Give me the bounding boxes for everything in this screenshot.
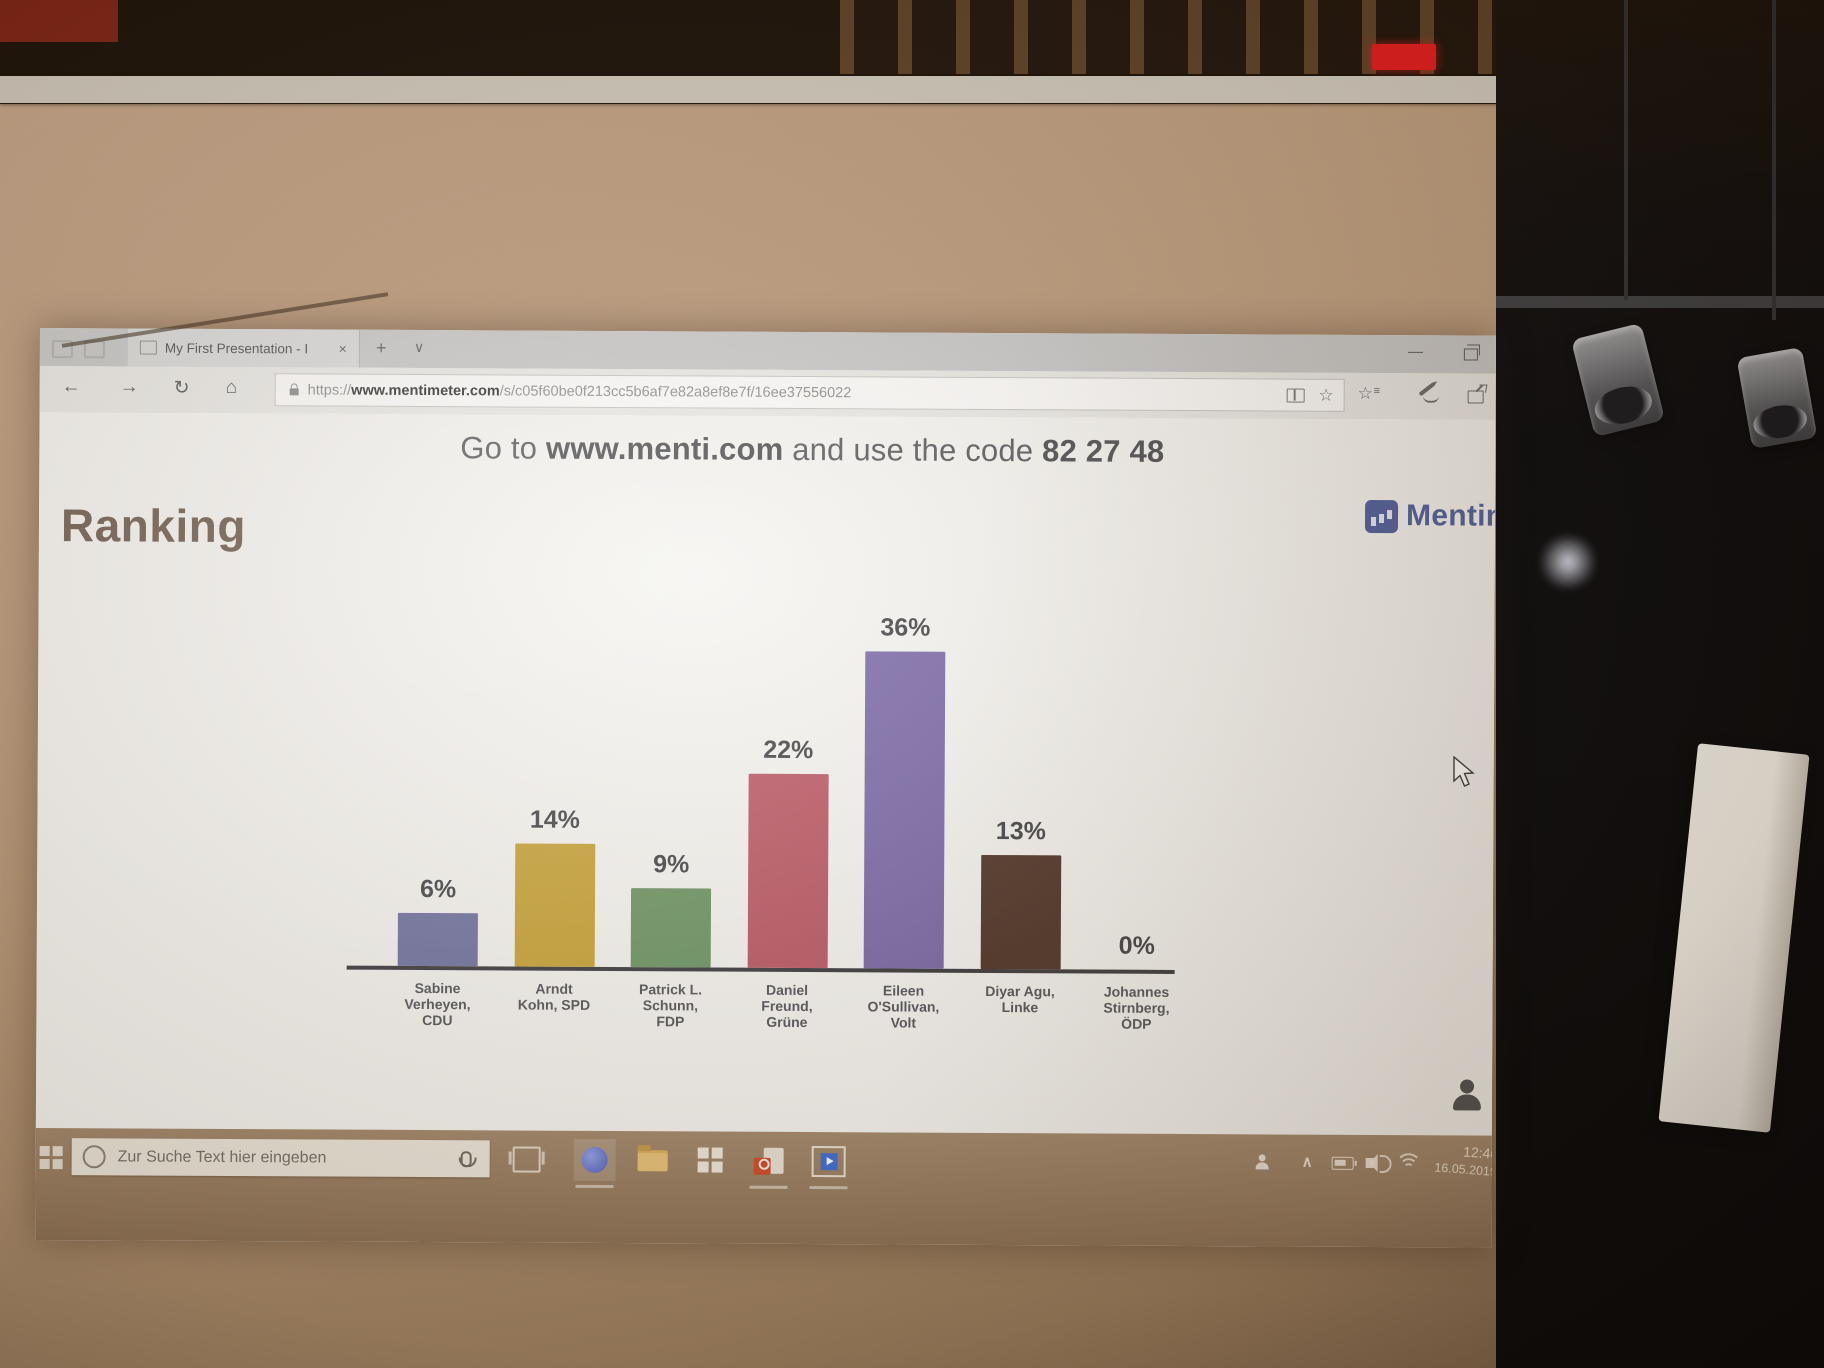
forward-button[interactable]: → [119,376,139,398]
taskbar-edge-icon[interactable] [573,1138,616,1182]
mouse-cursor [1452,755,1476,793]
reading-view-icon[interactable] [1286,388,1305,403]
open-app-indicator [749,1185,788,1189]
store-grid-icon [697,1147,724,1173]
url-scheme: https:// [307,381,352,399]
tab-page-icon [139,340,157,355]
bar [863,651,946,969]
light-glare [1536,536,1600,588]
bar-value-label: 9% [653,850,690,879]
bar-value-label: 13% [995,817,1046,846]
bar-category-label: Daniel Freund, Grüne [761,981,813,1031]
cable [1772,0,1776,320]
bar [630,888,712,968]
share-icon[interactable] [1467,390,1484,404]
cable [1624,0,1628,300]
url-path: /s/c05f60be0f213cc5b6af7e82a8ef8e7f/16ee… [499,382,852,401]
clock-time: 12:40 [1462,1143,1496,1163]
powerpoint-icon [753,1147,784,1175]
tab-title: My First Presentation - I [164,340,309,356]
add-favorite-star-icon[interactable]: ☆ [1318,385,1334,405]
projector-red-light [1372,44,1436,70]
speaker-icon[interactable] [1365,1157,1374,1168]
taskbar-explorer-icon[interactable] [632,1139,674,1181]
cortana-icon [82,1145,106,1169]
web-notes-pen-icon[interactable] [1418,382,1435,396]
url-text: https://www.mentimeter.com/s/c05f60be0f2… [308,382,1273,403]
bar-value-label: 14% [529,805,581,834]
bar [514,843,595,967]
bar-category-label: Sabine Verheyen, CDU [404,979,471,1029]
open-app-indicator [575,1184,614,1189]
search-placeholder: Zur Suche Text hier eingeben [117,1147,327,1167]
windows-taskbar: Zur Suche Text hier eingeben ∧ 12:40 16.… [35,1127,1496,1248]
window-minimize-button[interactable]: — [1407,343,1423,361]
window-restore-button[interactable] [1463,348,1478,361]
address-bar-input[interactable]: https://www.mentimeter.com/s/c05f60be0f2… [274,373,1345,412]
open-app-indicator [809,1186,848,1190]
bar-category-label: Diyar Agu, Linke [985,982,1055,1016]
projector-screen: My First Presentation - I × + ∨ — ← → ↻ … [35,328,1496,1248]
start-button[interactable] [39,1146,64,1170]
taskbar-media-icon[interactable] [808,1140,850,1182]
bar [747,773,829,969]
stage-light [1736,346,1818,450]
taskbar-store-icon[interactable] [690,1139,732,1181]
bar-value-label: 22% [763,735,814,765]
lock-icon [289,387,299,395]
home-button[interactable]: ⌂ [225,376,238,399]
favorites-hub-icon[interactable]: ☆ ≡ [1357,383,1381,404]
battery-icon[interactable] [1331,1156,1354,1170]
taskbar-powerpoint-icon[interactable] [748,1140,790,1182]
mentimeter-slide: Go to www.menti.com and use the code 82 … [35,411,1496,1136]
media-player-icon [811,1145,846,1177]
microphone-icon[interactable] [460,1150,472,1167]
browser-tab[interactable]: My First Presentation - I × [127,328,360,368]
hub-star-glyph: ☆ [1357,383,1373,403]
dark-stage-area [1496,0,1824,1368]
edge-icon [581,1146,608,1173]
tab-close-icon[interactable]: × [338,340,347,357]
task-view-button[interactable] [512,1146,541,1173]
hidden-icons-chevron[interactable]: ∧ [1301,1153,1313,1171]
back-button[interactable]: ← [61,376,81,398]
url-host: www.mentimeter.com [351,382,500,399]
tab-list-chevron-icon[interactable]: ∨ [413,338,425,356]
stage-light [1570,322,1666,438]
bar-value-label: 6% [419,874,457,904]
bar-category-label: Johannes Stirnberg, ÖDP [1103,983,1170,1032]
folder-icon [637,1149,668,1171]
bar-value-label: 0% [1118,931,1155,960]
taskbar-clock[interactable]: 12:40 16.05.2019 [1427,1141,1496,1180]
refresh-button[interactable]: ↻ [173,377,190,399]
bar-chart: 6% Sabine Verheyen, CDU 14% Arndt Kohn, SPD 9% P… [36,412,1496,1136]
bar-category-label: Patrick L. Schunn, FDP [638,981,703,1030]
taskbar-search-input[interactable]: Zur Suche Text hier eingeben [71,1138,490,1178]
flipchart [1658,743,1810,1133]
clock-date: 16.05.2019 [1433,1160,1496,1180]
screen-casing [0,76,1500,103]
bar-category-label: Eileen O'Sullivan, Volt [867,982,940,1031]
hub-lines-glyph: ≡ [1373,384,1381,398]
ceiling-red-panel [0,0,118,42]
bar [397,912,478,967]
new-tab-button[interactable]: + [375,337,387,358]
bar-value-label: 36% [880,613,931,642]
network-icon[interactable] [1397,1153,1420,1172]
light-truss [1496,296,1824,308]
participants-person-icon [1452,1079,1482,1111]
people-tray-icon[interactable] [1256,1154,1276,1170]
bar [980,854,1061,970]
bar-category-label: Arndt Kohn, SPD [517,980,591,1013]
